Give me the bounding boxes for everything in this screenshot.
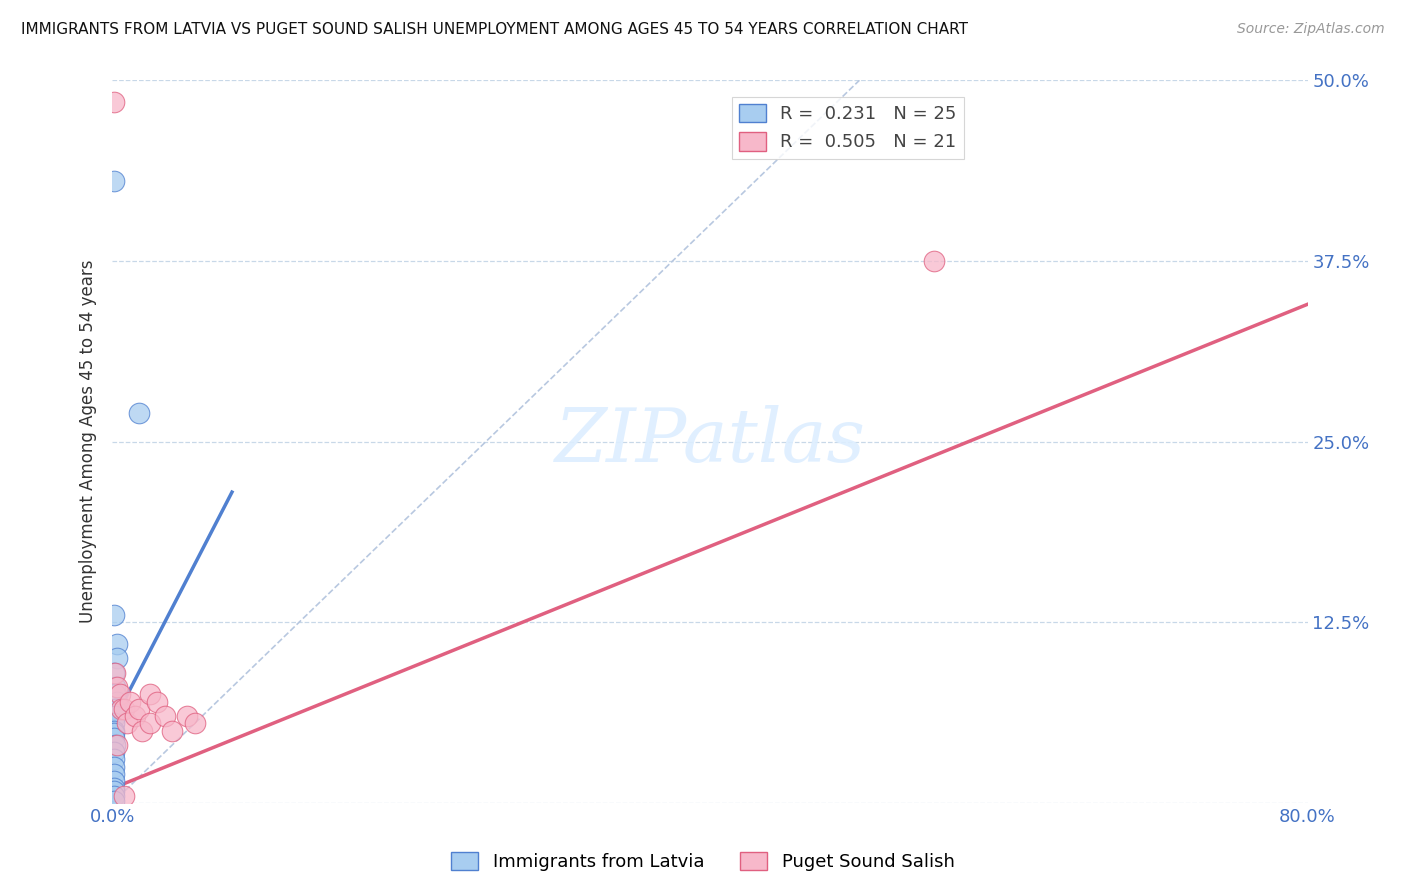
Point — [103, 731, 125, 745]
Legend: Immigrants from Latvia, Puget Sound Salish: Immigrants from Latvia, Puget Sound Sali… — [444, 845, 962, 879]
Point — [176, 709, 198, 723]
Point — [153, 709, 176, 723]
Y-axis label: Unemployment Among Ages 45 to 54 years: Unemployment Among Ages 45 to 54 years — [79, 260, 97, 624]
Point — [103, 726, 125, 740]
Text: IMMIGRANTS FROM LATVIA VS PUGET SOUND SALISH UNEMPLOYMENT AMONG AGES 45 TO 54 YE: IMMIGRANTS FROM LATVIA VS PUGET SOUND SA… — [21, 22, 969, 37]
Point — [103, 745, 125, 759]
Point — [105, 695, 128, 709]
Point — [128, 702, 150, 716]
Point — [103, 781, 125, 796]
Point — [139, 687, 162, 701]
Point — [103, 665, 125, 680]
Point — [104, 687, 127, 701]
Point — [103, 789, 125, 803]
Point — [105, 680, 128, 694]
Point — [146, 695, 169, 709]
Point — [103, 784, 125, 798]
Point — [103, 607, 125, 622]
Text: ZIPatlas: ZIPatlas — [554, 405, 866, 478]
Point — [139, 716, 162, 731]
Point — [103, 716, 125, 731]
Point — [104, 680, 127, 694]
Point — [110, 702, 132, 716]
Point — [104, 709, 127, 723]
Point — [104, 738, 127, 752]
Point — [922, 253, 945, 268]
Point — [131, 723, 153, 738]
Point — [103, 174, 125, 188]
Point — [120, 695, 142, 709]
Point — [103, 774, 125, 789]
Point — [103, 760, 125, 774]
Point — [117, 716, 139, 731]
Point — [104, 702, 127, 716]
Point — [105, 637, 128, 651]
Point — [105, 738, 128, 752]
Point — [105, 651, 128, 665]
Legend: R =  0.231   N = 25, R =  0.505   N = 21: R = 0.231 N = 25, R = 0.505 N = 21 — [731, 96, 965, 159]
Point — [128, 406, 150, 420]
Point — [103, 723, 125, 738]
Point — [162, 723, 183, 738]
Text: Source: ZipAtlas.com: Source: ZipAtlas.com — [1237, 22, 1385, 37]
Point — [183, 716, 205, 731]
Point — [114, 789, 135, 803]
Point — [103, 794, 125, 808]
Point — [103, 767, 125, 781]
Point — [104, 665, 127, 680]
Point — [103, 95, 125, 109]
Point — [103, 752, 125, 766]
Point — [114, 702, 135, 716]
Point — [124, 709, 146, 723]
Point — [108, 687, 131, 701]
